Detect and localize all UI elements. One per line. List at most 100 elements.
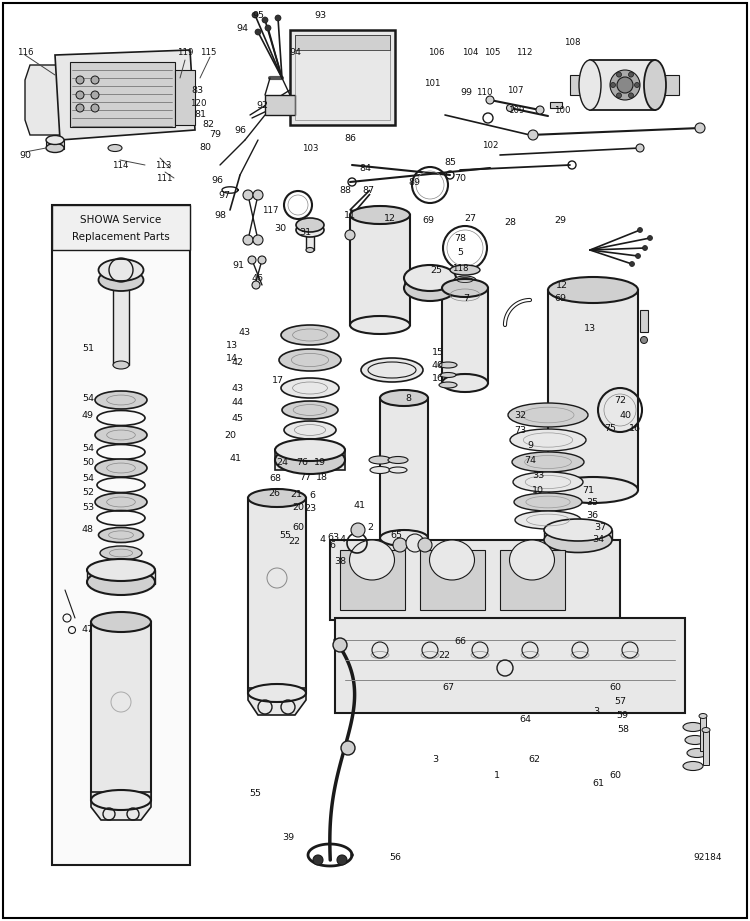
Text: 80: 80: [199, 143, 211, 151]
Ellipse shape: [281, 378, 339, 398]
Bar: [275, 450, 345, 470]
Text: 96: 96: [234, 125, 246, 134]
Text: 89: 89: [408, 178, 420, 186]
Bar: [442, 288, 488, 383]
Text: 41: 41: [354, 500, 366, 509]
Ellipse shape: [548, 277, 638, 303]
Text: 120: 120: [190, 99, 206, 108]
Bar: [550, 102, 562, 108]
Ellipse shape: [454, 276, 476, 284]
Text: 29: 29: [554, 216, 566, 225]
Ellipse shape: [98, 528, 143, 542]
Text: 104: 104: [462, 48, 478, 56]
Text: 88: 88: [339, 185, 351, 194]
Text: 5: 5: [457, 248, 463, 257]
Text: 18: 18: [316, 472, 328, 482]
Circle shape: [486, 96, 494, 104]
Circle shape: [337, 855, 347, 865]
Text: 27: 27: [464, 214, 476, 223]
Text: 36: 36: [586, 510, 598, 519]
Text: 63: 63: [327, 533, 339, 542]
Text: 37: 37: [594, 522, 606, 531]
Bar: [295, 35, 390, 120]
Bar: [544, 530, 612, 548]
Circle shape: [248, 256, 256, 264]
Bar: [700, 716, 706, 751]
Circle shape: [536, 106, 544, 114]
Text: 64: 64: [519, 716, 531, 725]
Text: 62: 62: [528, 755, 540, 764]
Bar: [248, 498, 306, 693]
Text: 61: 61: [592, 779, 604, 788]
Ellipse shape: [248, 684, 306, 702]
Text: 77: 77: [299, 472, 311, 482]
Ellipse shape: [350, 316, 410, 334]
Circle shape: [629, 262, 634, 266]
Circle shape: [76, 91, 84, 99]
Text: 33: 33: [532, 471, 544, 480]
Text: 8: 8: [405, 393, 411, 402]
Text: 43: 43: [239, 328, 251, 336]
Ellipse shape: [404, 275, 456, 301]
Ellipse shape: [369, 456, 391, 464]
Ellipse shape: [430, 540, 475, 580]
Text: 15: 15: [432, 347, 444, 356]
Ellipse shape: [644, 60, 666, 110]
Ellipse shape: [683, 722, 703, 731]
Text: 57: 57: [614, 697, 626, 706]
Circle shape: [406, 534, 424, 552]
Text: 22: 22: [288, 538, 300, 546]
Ellipse shape: [113, 361, 129, 369]
Text: 48: 48: [82, 526, 94, 534]
Text: 70: 70: [454, 173, 466, 182]
Text: 13: 13: [226, 341, 238, 349]
Ellipse shape: [579, 60, 601, 110]
Circle shape: [636, 144, 644, 152]
Text: 84: 84: [359, 164, 371, 172]
Text: 83: 83: [191, 86, 203, 95]
Polygon shape: [248, 688, 306, 715]
Circle shape: [345, 230, 355, 240]
Text: 3: 3: [593, 707, 599, 717]
Text: 26: 26: [268, 488, 280, 497]
Text: 16: 16: [432, 374, 444, 382]
Text: 72: 72: [614, 395, 626, 404]
Text: 6: 6: [309, 491, 315, 499]
Text: 50: 50: [82, 458, 94, 467]
Circle shape: [610, 70, 640, 100]
Circle shape: [628, 72, 634, 77]
Text: 99: 99: [460, 87, 472, 97]
Circle shape: [634, 83, 640, 87]
Ellipse shape: [370, 467, 390, 473]
Circle shape: [647, 236, 652, 240]
Text: 115: 115: [200, 48, 216, 56]
Ellipse shape: [361, 358, 423, 382]
Text: 58: 58: [617, 726, 629, 735]
Text: 95: 95: [252, 10, 264, 19]
Bar: [640, 310, 648, 332]
Ellipse shape: [95, 426, 147, 444]
Text: 107: 107: [507, 86, 524, 95]
Text: 92: 92: [256, 100, 268, 110]
Text: 66: 66: [454, 637, 466, 647]
Text: 69: 69: [554, 294, 566, 302]
Ellipse shape: [509, 540, 554, 580]
Ellipse shape: [282, 401, 338, 419]
Text: 87: 87: [362, 185, 374, 194]
Ellipse shape: [275, 446, 345, 474]
Text: 46: 46: [252, 274, 264, 283]
Text: 2: 2: [367, 523, 373, 532]
Text: 54: 54: [82, 473, 94, 483]
Bar: [70, 62, 175, 127]
Text: 16: 16: [629, 424, 641, 433]
Text: 112: 112: [516, 48, 532, 56]
Text: 47: 47: [82, 625, 94, 635]
Text: 38: 38: [334, 557, 346, 566]
Bar: [500, 550, 565, 610]
Text: 25: 25: [430, 265, 442, 274]
Ellipse shape: [442, 374, 488, 392]
Text: 85: 85: [444, 157, 456, 167]
Bar: [420, 550, 485, 610]
Text: 24: 24: [276, 458, 288, 467]
Text: 110: 110: [476, 87, 492, 97]
